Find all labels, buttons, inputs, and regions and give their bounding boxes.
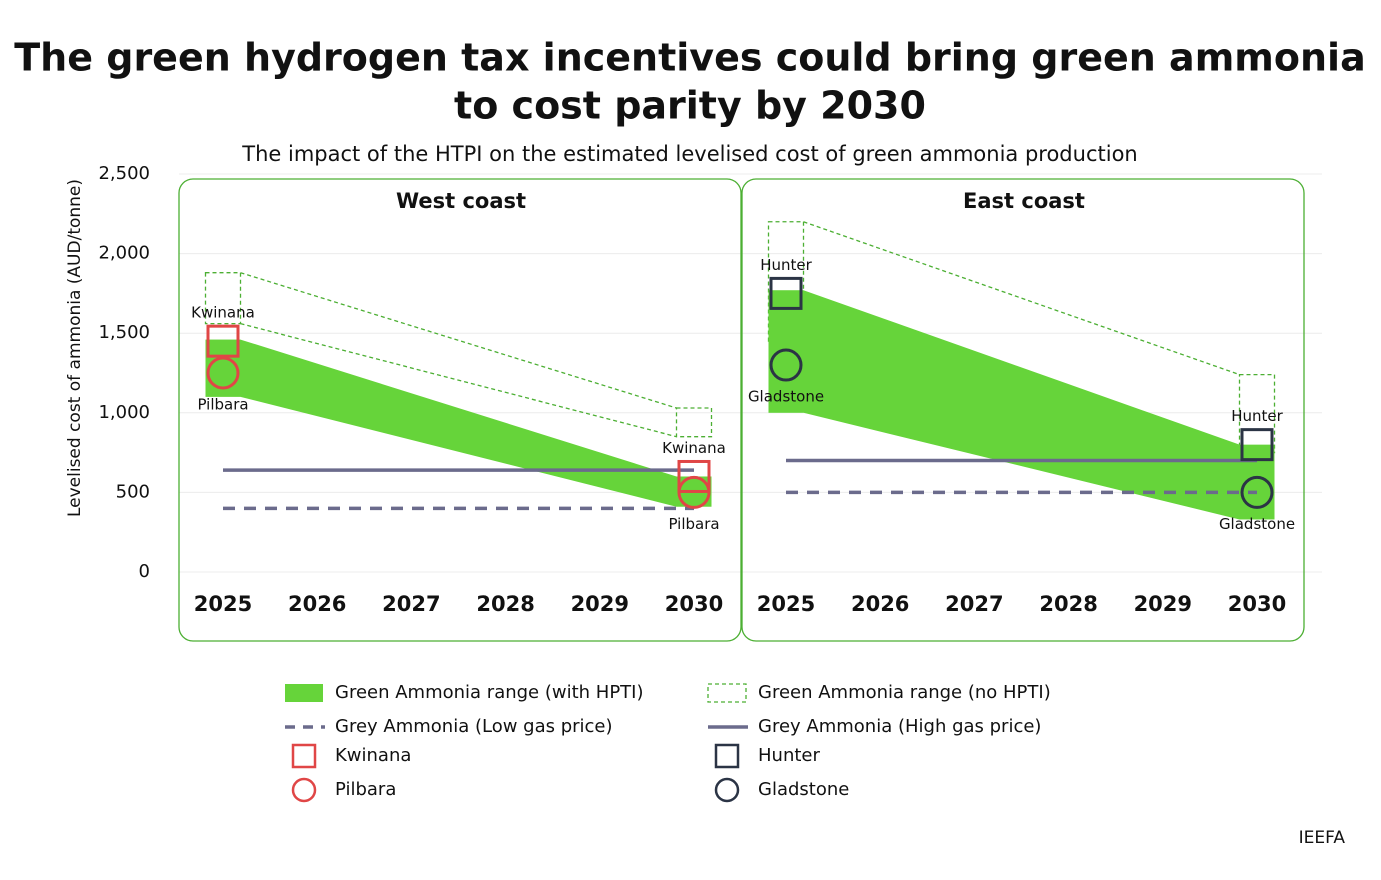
marker-circle bbox=[677, 475, 711, 509]
y-tick-label: 1,500 bbox=[98, 322, 150, 343]
x-tick-label: 2026 bbox=[288, 592, 346, 616]
chart-title: to cost parity by 2030 bbox=[454, 84, 926, 128]
source: IEEFA bbox=[1299, 828, 1346, 848]
range-area bbox=[240, 339, 677, 507]
legend-label: Hunter bbox=[758, 745, 820, 766]
panel-frame bbox=[178, 178, 742, 642]
range-edge bbox=[240, 272, 677, 409]
point-label: Kwinana bbox=[662, 439, 726, 457]
point-label: Hunter bbox=[1231, 407, 1283, 425]
marker-square bbox=[1240, 428, 1274, 462]
point-label: Gladstone bbox=[1219, 515, 1295, 533]
chart-subtitle: The impact of the HTPI on the estimated … bbox=[241, 142, 1137, 166]
legend-label: Grey Ammonia (Low gas price) bbox=[335, 716, 613, 737]
x-tick-label: 2028 bbox=[476, 592, 534, 616]
point-label: Hunter bbox=[760, 256, 812, 274]
x-tick-label: 2029 bbox=[1134, 592, 1192, 616]
marker-circle bbox=[206, 356, 240, 390]
x-tick-label: 2025 bbox=[194, 592, 252, 616]
marker-square bbox=[206, 324, 240, 358]
range-bar bbox=[675, 407, 713, 438]
y-tick-label: 1,000 bbox=[98, 402, 150, 423]
point-label: Gladstone bbox=[748, 388, 824, 406]
x-tick-label: 2028 bbox=[1039, 592, 1097, 616]
point-label: Pilbara bbox=[197, 396, 248, 414]
y-tick-label: 2,500 bbox=[98, 163, 150, 184]
x-tick-label: 2026 bbox=[851, 592, 909, 616]
legend-label: Pilbara bbox=[335, 779, 396, 800]
legend-label: Grey Ammonia (High gas price) bbox=[758, 716, 1041, 737]
x-tick-label: 2030 bbox=[665, 592, 723, 616]
y-tick-label: 500 bbox=[116, 481, 150, 502]
range-bar bbox=[204, 272, 242, 325]
x-tick-label: 2030 bbox=[1228, 592, 1286, 616]
marker-circle bbox=[769, 348, 803, 382]
marker-square bbox=[769, 276, 803, 310]
x-tick-label: 2029 bbox=[571, 592, 629, 616]
marker-circle bbox=[1240, 475, 1274, 509]
range-edge bbox=[803, 221, 1240, 376]
y-tick-label: 2,000 bbox=[98, 243, 150, 264]
marker-square bbox=[677, 459, 711, 493]
legend-swatch bbox=[285, 684, 323, 702]
panel-title: East coast bbox=[963, 189, 1085, 213]
point-label: Pilbara bbox=[668, 515, 719, 533]
y-tick-label: 0 bbox=[139, 561, 150, 582]
range-edge bbox=[240, 323, 677, 438]
panel-frame bbox=[741, 178, 1305, 642]
legend-swatch bbox=[291, 743, 317, 769]
panel-title: West coast bbox=[396, 189, 526, 213]
legend-label: Green Ammonia range (no HPTI) bbox=[758, 682, 1051, 703]
point-label: Kwinana bbox=[191, 304, 255, 322]
x-tick-label: 2025 bbox=[757, 592, 815, 616]
legend-swatch bbox=[707, 683, 747, 703]
legend-swatch bbox=[291, 777, 317, 803]
legend-swatch bbox=[714, 743, 740, 769]
range-area bbox=[803, 290, 1240, 520]
legend-swatch bbox=[714, 777, 740, 803]
range-bar bbox=[1238, 373, 1276, 454]
legend-label: Green Ammonia range (with HPTI) bbox=[335, 682, 644, 703]
x-tick-label: 2027 bbox=[945, 592, 1003, 616]
x-tick-label: 2027 bbox=[382, 592, 440, 616]
y-axis-label: Levelised cost of ammonia (AUD/tonne) bbox=[65, 179, 85, 517]
legend-label: Gladstone bbox=[758, 779, 849, 800]
legend-label: Kwinana bbox=[335, 745, 411, 766]
chart-title: The green hydrogen tax incentives could … bbox=[14, 36, 1365, 80]
